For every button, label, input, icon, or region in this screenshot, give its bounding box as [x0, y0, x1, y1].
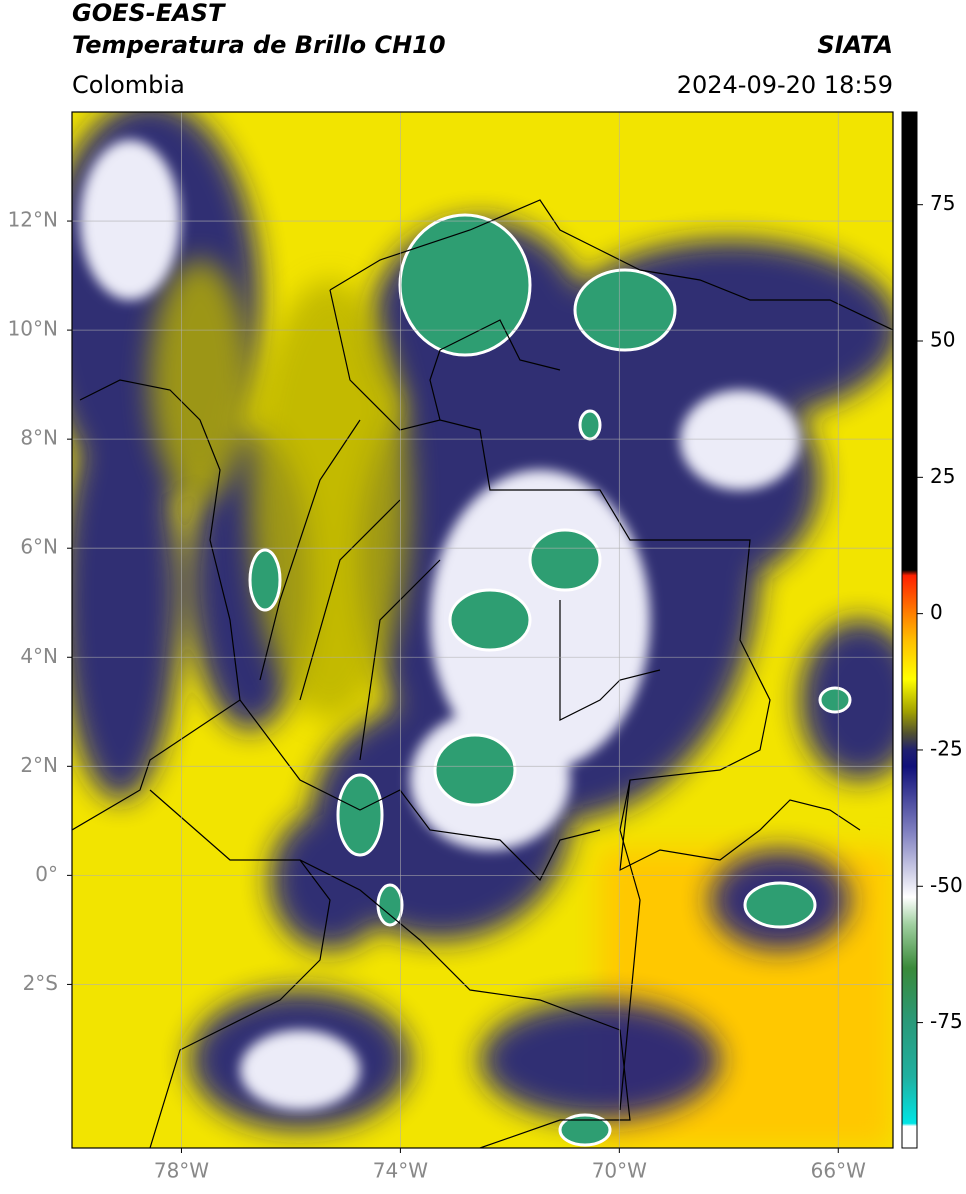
map-frame: [71, 111, 894, 1149]
x-tick-label: 66°W: [811, 1159, 866, 1183]
y-tick-label: 2°S: [23, 971, 58, 995]
datetime: 2024-09-20 18:59: [677, 71, 893, 99]
x-tick-label: 70°W: [592, 1159, 647, 1183]
colorbar-tick-label: 50: [930, 328, 955, 352]
y-tick-label: 10°N: [8, 317, 58, 341]
subtitle: Temperatura de Brillo CH10: [72, 31, 446, 59]
colorbar-tick-label: 0: [930, 600, 943, 624]
source: SIATA: [817, 31, 893, 59]
x-tick-label: 78°W: [154, 1159, 209, 1183]
satellite-image: [72, 112, 893, 1148]
y-tick-label: 0°: [35, 862, 58, 886]
colorbar-tick-label: 75: [930, 191, 955, 215]
y-tick-label: 4°N: [20, 644, 58, 668]
y-tick-label: 8°N: [20, 426, 58, 450]
colorbar-tick-label: -50: [930, 873, 963, 897]
y-tick-label: 6°N: [20, 535, 58, 559]
colorbar-tick-label: 25: [930, 464, 955, 488]
colorbar-tick-label: -25: [930, 736, 963, 760]
region: Colombia: [72, 71, 185, 99]
x-tick-label: 74°W: [373, 1159, 428, 1183]
y-tick-label: 2°N: [20, 753, 58, 777]
y-tick-label: 12°N: [8, 208, 58, 232]
colorbar-tick-label: -75: [930, 1009, 963, 1033]
colorbar: [901, 111, 918, 1149]
title: GOES-EAST: [72, 0, 226, 27]
